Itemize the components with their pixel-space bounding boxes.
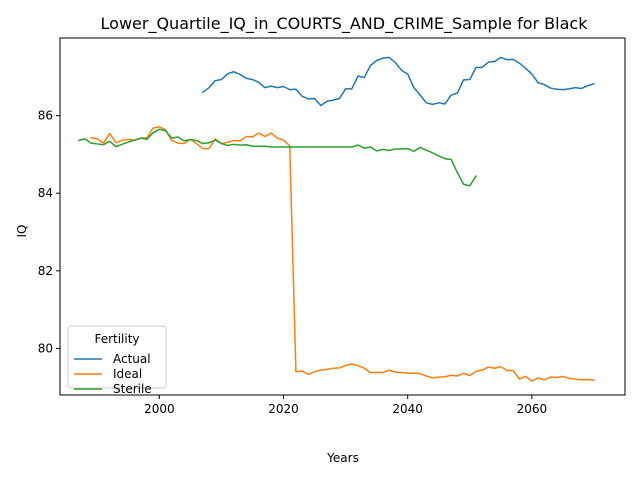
legend-title: Fertility: [94, 332, 139, 346]
chart-title: Lower_Quartile_IQ_in_COURTS_AND_CRIME_Sa…: [101, 14, 589, 34]
y-tick-label: 82: [38, 264, 53, 278]
plot-lines: [77, 56, 595, 382]
series-line-ideal: [90, 126, 595, 382]
y-tick-label: 80: [38, 341, 53, 355]
series-line-actual: [201, 56, 595, 107]
y-tick-label: 86: [38, 109, 53, 123]
y-tick-label: 84: [38, 186, 53, 200]
x-tick-label: 2060: [517, 402, 548, 416]
y-axis-label: IQ: [15, 225, 29, 238]
legend-label-sterile: Sterile: [113, 382, 152, 396]
x-axis-ticks: 2000 2020 2040 2060: [144, 395, 547, 416]
series-line-sterile: [77, 128, 478, 187]
legend-box: [67, 325, 167, 389]
x-tick-label: 2040: [392, 402, 423, 416]
x-tick-label: 2020: [268, 402, 299, 416]
y-axis-ticks: 80 82 84 86: [38, 109, 60, 355]
x-axis-label: Years: [326, 451, 359, 465]
plot-frame: [59, 37, 626, 396]
legend-label-ideal: Ideal: [113, 367, 142, 381]
legend-label-actual: Actual: [113, 352, 151, 366]
x-tick-label: 2000: [144, 402, 175, 416]
